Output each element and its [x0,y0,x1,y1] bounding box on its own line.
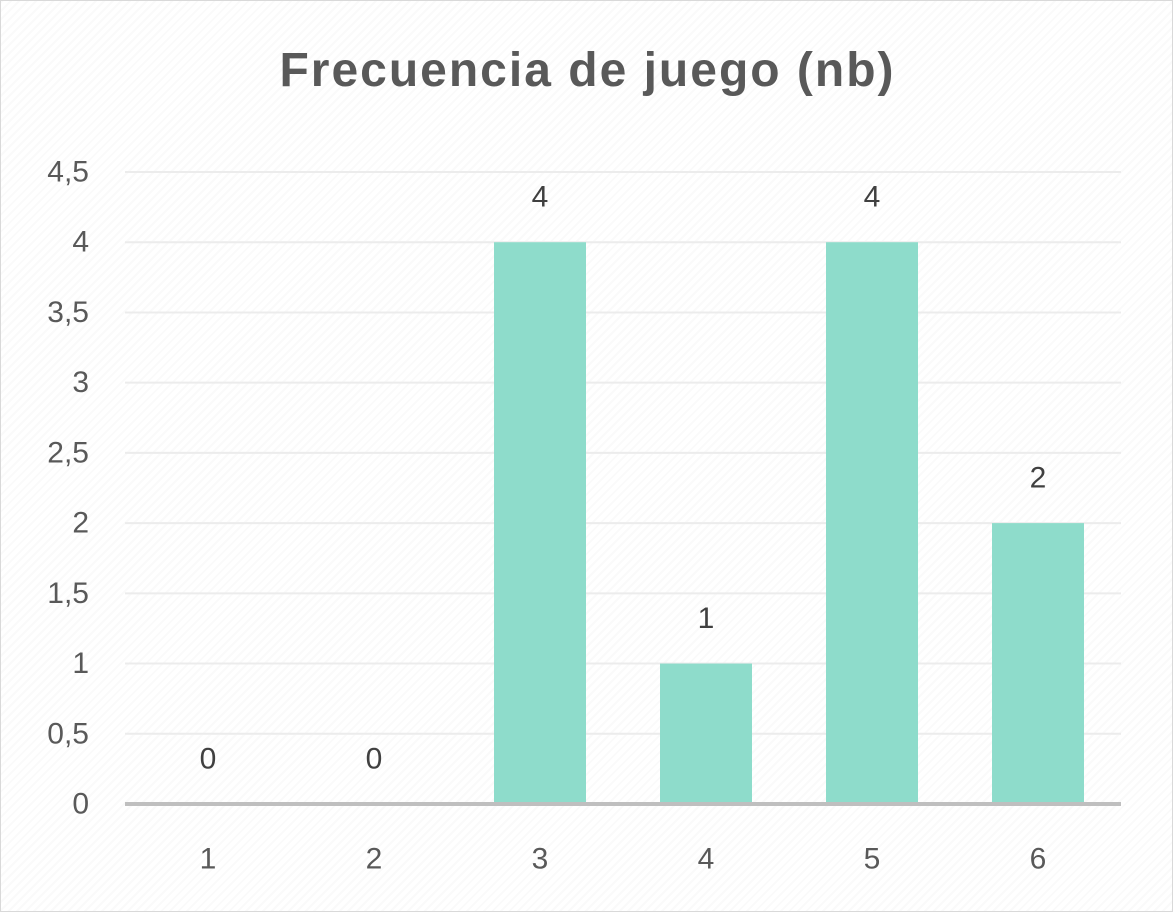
data-label: 2 [1030,462,1047,495]
y-tick-label: 3 [72,366,89,399]
x-tick-label: 5 [864,843,881,876]
y-tick-label: 4,5 [47,156,89,189]
x-tick-label: 1 [200,843,217,876]
data-label: 4 [864,181,881,214]
y-tick-label: 1,5 [47,577,89,610]
data-label: 0 [366,743,383,776]
data-label: 4 [532,181,549,214]
data-label: 1 [698,602,715,635]
y-tick-label: 1 [72,647,89,680]
x-tick-label: 2 [366,843,383,876]
y-tick-label: 2,5 [47,436,89,469]
y-tick-label: 0,5 [47,717,89,750]
y-tick-label: 0 [72,788,89,821]
bar [992,523,1084,804]
data-label: 0 [200,743,217,776]
x-tick-label: 3 [532,843,549,876]
bar [494,242,586,804]
x-tick-label: 4 [698,843,715,876]
y-tick-label: 2 [72,507,89,540]
x-tick-label: 6 [1030,843,1047,876]
y-tick-label: 3,5 [47,296,89,329]
bar [660,663,752,804]
y-tick-label: 4 [72,226,89,259]
bar [826,242,918,804]
chart-title: Frecuencia de juego (nb) [279,44,896,97]
